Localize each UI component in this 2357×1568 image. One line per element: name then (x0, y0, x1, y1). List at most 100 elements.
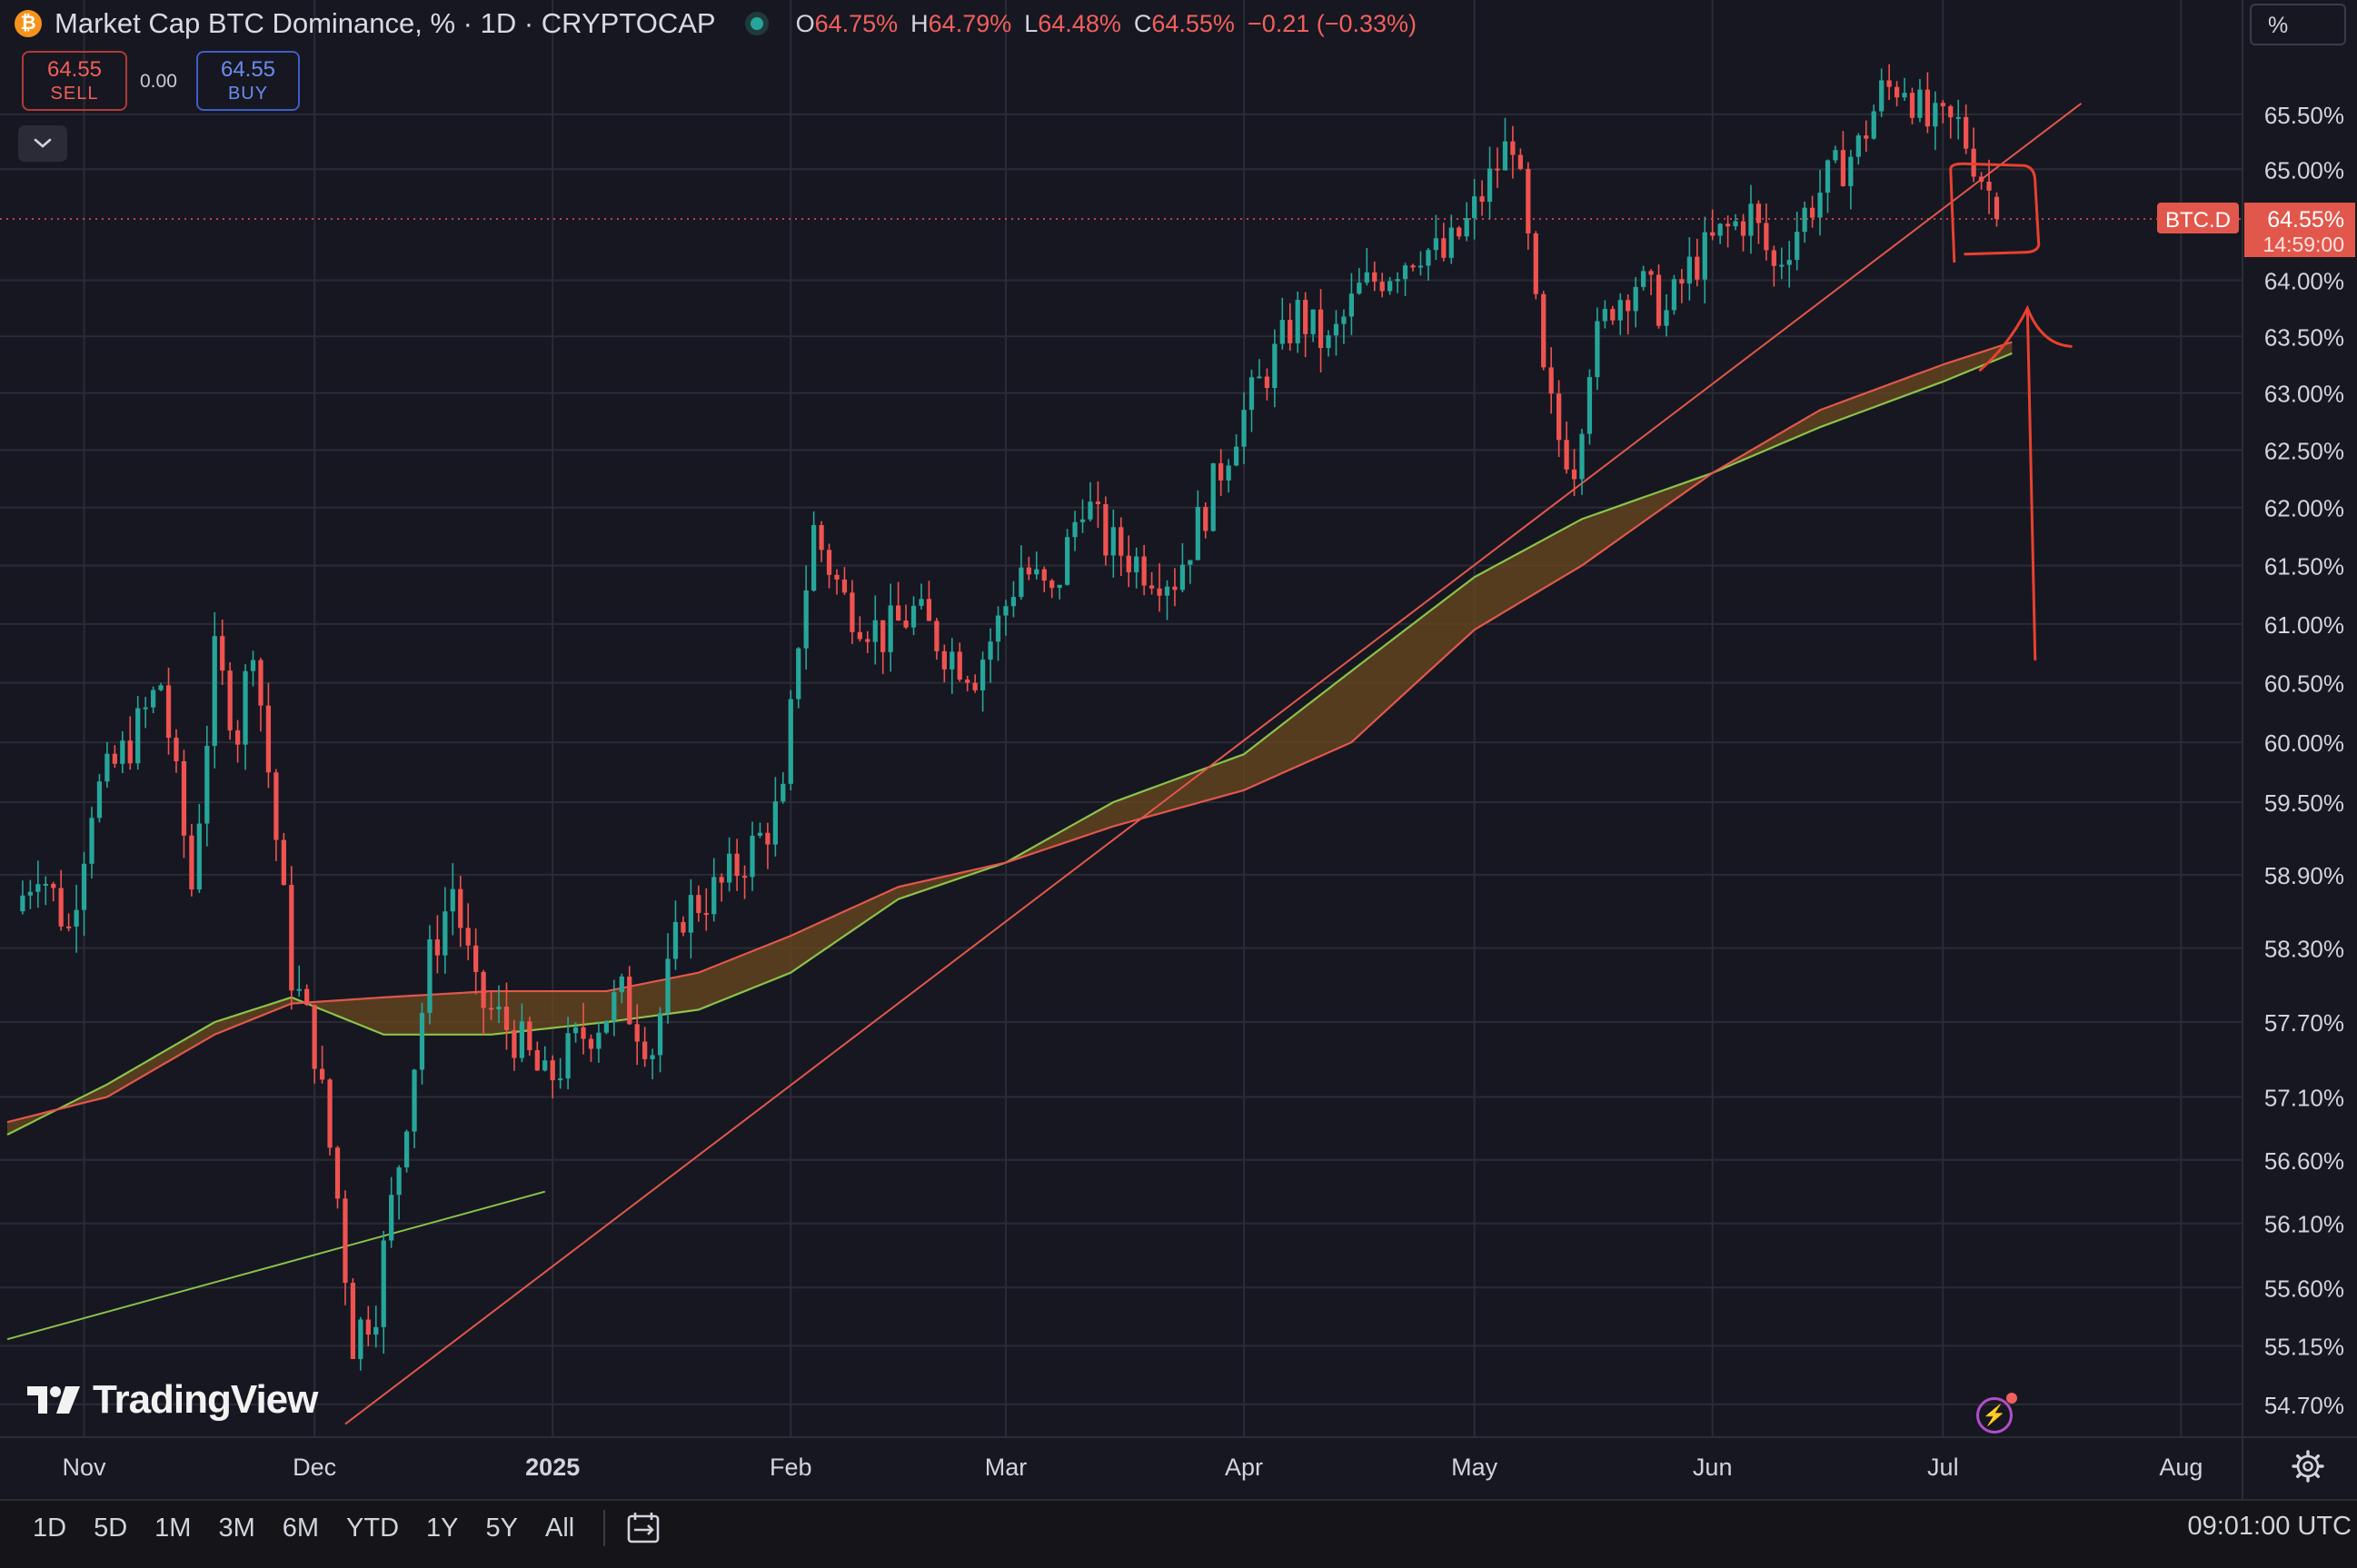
candle-body (1510, 141, 1516, 155)
range-1d[interactable]: 1D (33, 1513, 67, 1543)
candle-body (1541, 293, 1546, 368)
buy-label: BUY (227, 84, 269, 104)
collapse-legend-button[interactable] (18, 125, 67, 162)
candle-body (1003, 606, 1009, 616)
candle-body (926, 599, 932, 621)
candle-body (1579, 433, 1585, 480)
candle-body (1671, 279, 1677, 311)
candle-body (1110, 527, 1116, 556)
candle-body (934, 620, 940, 651)
candle-body (672, 921, 679, 959)
ohlc-readout: O64.75% H64.79% L64.48% C64.55% −0.21 (−0.33… (796, 10, 1417, 38)
candle-body (1341, 316, 1347, 324)
candle-body (1633, 286, 1638, 312)
candle-body (1556, 393, 1562, 441)
clock-readout[interactable]: 09:01:00 UTC (2187, 1512, 2352, 1541)
candle-body (189, 835, 194, 890)
candle-body (1141, 556, 1147, 586)
candle-body (1426, 250, 1431, 266)
range-1y[interactable]: 1Y (426, 1513, 459, 1543)
range-5d[interactable]: 5D (94, 1513, 128, 1543)
gear-icon[interactable] (2290, 1448, 2326, 1484)
calendar-range-icon[interactable] (625, 1510, 661, 1546)
candle-body (403, 1131, 410, 1168)
lightning-icon[interactable]: ⚡ (1976, 1393, 2017, 1434)
candle-body (220, 636, 225, 671)
ma-cloud (7, 342, 2013, 1136)
candle-body (741, 876, 748, 878)
candle-body (312, 1005, 317, 1069)
candle-body (434, 939, 441, 956)
candle-body (81, 863, 87, 910)
candle-body (450, 888, 455, 912)
candle-body (950, 651, 955, 670)
candle-body (988, 641, 993, 660)
candle-body (1602, 309, 1607, 322)
range-ytd[interactable]: YTD (346, 1513, 400, 1543)
candle-body (158, 685, 164, 690)
symbol-label: BTC.D (2165, 208, 2231, 233)
candle-body (1748, 203, 1754, 236)
candle-body (957, 651, 962, 680)
ohlc-key: C (1133, 9, 1152, 37)
candle-body (1909, 93, 1915, 118)
buy-button[interactable]: 64.55 BUY (196, 51, 300, 111)
candle-body (273, 772, 279, 840)
candle-body (334, 1147, 341, 1199)
candle-body (473, 945, 479, 972)
chart-header: ₿ Market Cap BTC Dominance, % · 1D · CRY… (15, 5, 1417, 42)
candle-body (1648, 271, 1654, 275)
range-3m[interactable]: 3M (218, 1513, 255, 1543)
candle-body (1464, 218, 1469, 237)
candle-body (465, 928, 471, 946)
candle-body (1364, 272, 1369, 283)
x-tick-label: 2025 (525, 1454, 580, 1481)
candle-body (826, 550, 832, 575)
market-status-dot[interactable] (750, 17, 763, 30)
candle-body (43, 883, 48, 886)
sell-button[interactable]: 64.55 SELL (22, 51, 127, 111)
candle-body (1940, 103, 1945, 106)
ohlc-item: C64.55% (1134, 10, 1235, 38)
candle-body (1595, 321, 1600, 378)
candle-body (1917, 89, 1923, 118)
symbol-title[interactable]: Market Cap BTC Dominance, % · 1D · CRYPT… (55, 7, 716, 39)
sell-price: 64.55 (46, 57, 103, 82)
percent-scale-button[interactable]: % (2250, 4, 2346, 45)
candle-body (727, 853, 732, 883)
candle-body (227, 670, 233, 730)
candle-body (1348, 293, 1355, 317)
bottom-toolbar (0, 1499, 2357, 1568)
x-tick-label: Jun (1693, 1454, 1733, 1481)
last-price-value: 64.55% (2267, 207, 2344, 233)
candle-body (1095, 501, 1101, 504)
bitcoin-icon: ₿ (15, 10, 42, 37)
candle-body (1924, 89, 1931, 127)
ma-fast-line (6, 352, 2013, 1136)
range-5y[interactable]: 5Y (485, 1513, 519, 1543)
y-tick-label: 63.50% (2264, 323, 2344, 351)
candle-body (373, 1326, 379, 1335)
y-tick-label: 60.50% (2264, 670, 2344, 698)
candle-body (265, 705, 272, 773)
chevron-down-icon (34, 138, 52, 148)
candle-body (104, 753, 110, 782)
candle-body (181, 760, 187, 836)
range-1m[interactable]: 1M (154, 1513, 192, 1543)
candle-body (1833, 150, 1838, 161)
ohlc-value: 64.48% (1038, 9, 1121, 37)
candle-body (850, 592, 855, 632)
candle-body (1487, 168, 1493, 203)
candle-body (281, 839, 286, 886)
candle-body (1755, 203, 1762, 223)
candle-body (1057, 584, 1062, 589)
candle-body (296, 988, 302, 991)
candle-body (1795, 232, 1800, 261)
range-6m[interactable]: 6M (282, 1513, 320, 1543)
candle-body (1064, 537, 1070, 585)
candle-body (1855, 135, 1861, 157)
range-all[interactable]: All (545, 1513, 575, 1543)
candle-body (143, 707, 148, 710)
candle-body (365, 1319, 371, 1335)
